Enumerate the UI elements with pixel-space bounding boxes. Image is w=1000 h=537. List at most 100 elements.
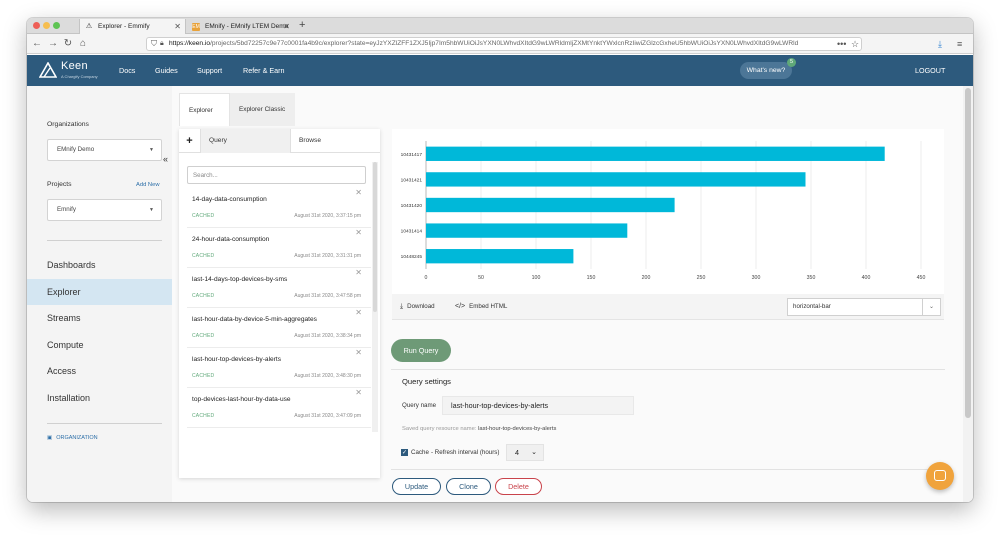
minimize-window-button[interactable] bbox=[43, 22, 50, 29]
x-tick-label: 400 bbox=[862, 275, 871, 281]
x-tick-label: 150 bbox=[587, 275, 596, 281]
chart-type-select[interactable]: horizontal-bar ⌄ bbox=[787, 298, 941, 316]
query-name-label: Query name bbox=[402, 402, 437, 409]
whats-new-button[interactable]: What's new? bbox=[740, 62, 792, 79]
building-icon: ▣ bbox=[47, 435, 53, 441]
download-button[interactable]: ⤓ Download bbox=[400, 294, 435, 320]
close-window-button[interactable] bbox=[33, 22, 40, 29]
delete-button[interactable]: Delete bbox=[495, 478, 542, 495]
nav-docs[interactable]: Docs bbox=[119, 66, 136, 75]
logo-subtitle: A Chargify Company bbox=[61, 74, 98, 79]
delete-query-icon[interactable]: ✕ bbox=[355, 228, 362, 237]
delete-query-icon[interactable]: ✕ bbox=[355, 308, 362, 317]
page-scrollbar[interactable] bbox=[963, 86, 973, 502]
scrollbar-thumb[interactable] bbox=[965, 88, 971, 418]
browser-tab-emnify[interactable]: EM EMnify - EMnify LTEM Demo ✕ bbox=[187, 19, 294, 34]
address-bar[interactable]: ⛉ 🔒︎ https://keen.io/projects/5bd72257c9… bbox=[146, 37, 862, 51]
refresh-interval-value: 4 bbox=[515, 448, 519, 457]
cache-checkbox[interactable]: ✓ bbox=[401, 449, 408, 456]
main-content: Explorer v6 Explorer Classic + Query Bro… bbox=[172, 86, 973, 502]
nav-refer-earn[interactable]: Refer & Earn bbox=[243, 66, 285, 75]
home-icon[interactable]: ⌂ bbox=[79, 38, 87, 49]
new-query-plus-icon[interactable]: + bbox=[179, 129, 201, 153]
list-item[interactable]: last-14-days-top-devices-by-sms ✕ CACHED… bbox=[187, 268, 371, 308]
embed-html-button[interactable]: </> Embed HTML bbox=[455, 294, 507, 320]
delete-query-icon[interactable]: ✕ bbox=[355, 388, 362, 397]
zoom-window-button[interactable] bbox=[53, 22, 60, 29]
sidebar-item-installation[interactable]: Installation bbox=[47, 393, 91, 403]
organization-link[interactable]: ▣ ORGANIZATION bbox=[47, 435, 98, 441]
add-new-project-link[interactable]: Add New bbox=[136, 182, 160, 188]
update-button[interactable]: Update bbox=[392, 478, 441, 495]
bar bbox=[426, 146, 885, 161]
query-list-scrollbar[interactable] bbox=[372, 162, 378, 432]
browser-toolbar: ← → ↻ ⌂ ⛉ 🔒︎ https://keen.io/projects/5b… bbox=[27, 34, 973, 54]
code-icon: </> bbox=[455, 303, 466, 310]
new-tab-icon[interactable]: + bbox=[299, 19, 306, 31]
sidebar-item-access[interactable]: Access bbox=[47, 366, 77, 376]
list-item[interactable]: top-devices-last-hour-by-data-use ✕ CACH… bbox=[187, 388, 371, 428]
x-tick-label: 250 bbox=[697, 275, 706, 281]
clone-button[interactable]: Clone bbox=[446, 478, 491, 495]
chat-icon bbox=[934, 470, 946, 481]
query-name: last-hour-top-devices-by-alerts bbox=[192, 356, 282, 363]
more-icon[interactable]: ••• bbox=[837, 39, 847, 49]
forward-icon[interactable]: → bbox=[48, 38, 58, 49]
x-tick-label: 450 bbox=[917, 275, 926, 281]
tab-explorer-classic[interactable]: Explorer Classic bbox=[230, 93, 295, 126]
download-arrow-icon[interactable]: ⤓ bbox=[938, 39, 942, 49]
list-item[interactable]: 14-day-data-consumption ✕ CACHED August … bbox=[187, 188, 371, 228]
delete-query-icon[interactable]: ✕ bbox=[355, 188, 362, 197]
browser-tab-strip: ⚠ Explorer - Emmify ✕ EM EMnify - EMnify… bbox=[27, 18, 973, 34]
chevron-down-icon: ⌄ bbox=[922, 299, 940, 315]
query-name: 24-hour-data-consumption bbox=[192, 236, 270, 243]
sidebar-item-streams[interactable]: Streams bbox=[47, 313, 81, 323]
shield-icon: ⛉ bbox=[151, 39, 157, 48]
run-query-button[interactable]: Run Query bbox=[391, 339, 451, 362]
embed-label: Embed HTML bbox=[469, 303, 508, 310]
delete-query-icon[interactable]: ✕ bbox=[355, 348, 362, 357]
menu-icon[interactable]: ≡ bbox=[957, 39, 963, 49]
refresh-interval-select[interactable]: 4 ⌄ bbox=[506, 444, 544, 461]
x-tick-label: 200 bbox=[642, 275, 651, 281]
bar bbox=[426, 172, 806, 187]
tab-explorer-v6[interactable]: Explorer v6 bbox=[179, 93, 230, 147]
chat-launcher-button[interactable] bbox=[926, 462, 954, 490]
scrollbar-thumb[interactable] bbox=[373, 162, 377, 312]
projects-label: Projects bbox=[47, 181, 72, 188]
tab-browse[interactable]: Browse bbox=[299, 137, 321, 144]
delete-query-icon[interactable]: ✕ bbox=[355, 268, 362, 277]
logo-text: Keen bbox=[61, 60, 88, 72]
organization-select[interactable]: EMnify Demo ▼ bbox=[47, 139, 162, 161]
keen-logo-icon[interactable] bbox=[39, 62, 57, 78]
chevron-down-icon: ⌄ bbox=[531, 449, 537, 456]
sidebar-item-dashboards[interactable]: Dashboards bbox=[47, 260, 96, 270]
project-select[interactable]: Emnify ▼ bbox=[47, 199, 162, 221]
bookmark-star-icon[interactable]: ☆ bbox=[851, 39, 860, 49]
close-tab-icon[interactable]: ✕ bbox=[283, 22, 290, 31]
tab-title: Explorer - Emmify bbox=[98, 23, 150, 30]
list-item[interactable]: 24-hour-data-consumption ✕ CACHED August… bbox=[187, 228, 371, 268]
reload-icon[interactable]: ↻ bbox=[63, 38, 73, 49]
cached-badge: CACHED bbox=[192, 373, 215, 379]
back-icon[interactable]: ← bbox=[32, 38, 42, 49]
logout-link[interactable]: LOGOUT bbox=[915, 66, 946, 75]
close-tab-icon[interactable]: ✕ bbox=[174, 22, 181, 31]
sidebar-item-compute[interactable]: Compute bbox=[47, 340, 84, 350]
nav-support[interactable]: Support bbox=[197, 66, 223, 75]
search-input[interactable] bbox=[187, 166, 366, 184]
query-panel-tabs: + Query Browse bbox=[179, 129, 380, 153]
browser-tab-explorer[interactable]: ⚠ Explorer - Emmify ✕ bbox=[79, 19, 186, 34]
lock-icon: 🔒︎ bbox=[160, 40, 164, 47]
sidebar-item-explorer[interactable]: Explorer bbox=[27, 279, 172, 305]
query-name-input[interactable]: last-hour-top-devices-by-alerts bbox=[442, 396, 634, 415]
tab-query[interactable]: Query bbox=[201, 129, 291, 153]
query-date: August 31st 2020, 3:37:15 pm bbox=[294, 213, 361, 219]
list-item[interactable]: last-hour-top-devices-by-alerts ✕ CACHED… bbox=[187, 348, 371, 388]
list-item[interactable]: last-hour-data-by-device-5-min-aggregate… bbox=[187, 308, 371, 348]
query-date: August 31st 2020, 3:48:30 pm bbox=[294, 373, 361, 379]
keen-favicon-icon: ⚠ bbox=[85, 23, 93, 30]
nav-guides[interactable]: Guides bbox=[155, 66, 178, 75]
collapse-sidebar-icon[interactable]: « bbox=[163, 154, 169, 164]
browser-window: ⚠ Explorer - Emmify ✕ EM EMnify - EMnify… bbox=[27, 18, 973, 502]
